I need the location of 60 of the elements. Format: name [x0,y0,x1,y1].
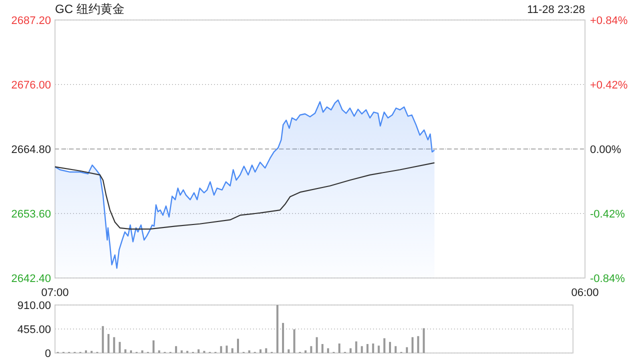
bar [276,305,278,353]
bar [372,344,374,353]
y2-tick-label: +0.84% [590,14,628,27]
y-tick-label: 2664.80 [11,144,51,156]
y2-tick-label: -0.84% [590,272,626,285]
bar [321,344,324,353]
y-tick-label: 2653.60 [11,208,51,220]
bar [124,349,126,353]
bar [288,349,290,353]
bar [113,337,116,353]
bar [383,338,386,353]
bar [394,346,397,353]
bar [366,344,368,353]
bar [360,346,363,353]
bar [152,340,155,353]
y-tick-label: 0 [44,348,51,360]
bar [389,342,392,353]
bar [198,349,200,353]
bar [130,350,132,353]
bar [327,348,330,353]
bar [118,342,121,353]
bar [158,350,160,353]
bar [406,347,408,353]
bar [412,337,414,353]
bar [220,346,222,353]
bar [338,344,340,353]
bar [231,348,234,353]
x-tick-label: 06:00 [571,287,599,299]
bar [107,334,110,353]
bar [282,322,284,353]
y-tick-label: 2687.20 [11,14,51,27]
y2-tick-label: -0.42% [590,208,626,220]
bar [422,328,425,353]
bar [350,348,352,353]
bar [310,346,312,353]
bar [236,338,239,353]
y2-tick-label: +0.42% [590,79,628,92]
bar [265,348,268,353]
bar [180,350,183,353]
bar [141,350,144,353]
bar [226,346,228,353]
y2-tick-label: 0.00% [590,144,622,156]
bar [355,341,358,353]
bar [417,336,420,353]
y-tick-label: 910.00 [17,300,51,312]
y-tick-label: 2642.40 [11,272,51,285]
bar [84,350,87,353]
y-tick-label: 455.00 [17,324,51,336]
bar [248,350,250,353]
bar [304,350,307,353]
chart-title: GC 纽约黄金 [55,2,124,16]
bar [316,337,318,353]
text: 11-28 23:28 [527,4,585,16]
bar [175,346,178,353]
bar [102,326,104,353]
x-tick-label: 07:00 [41,287,69,299]
bar [293,329,296,353]
bar [378,346,380,353]
bar [260,349,262,353]
y-tick-label: 2676.00 [11,79,51,92]
